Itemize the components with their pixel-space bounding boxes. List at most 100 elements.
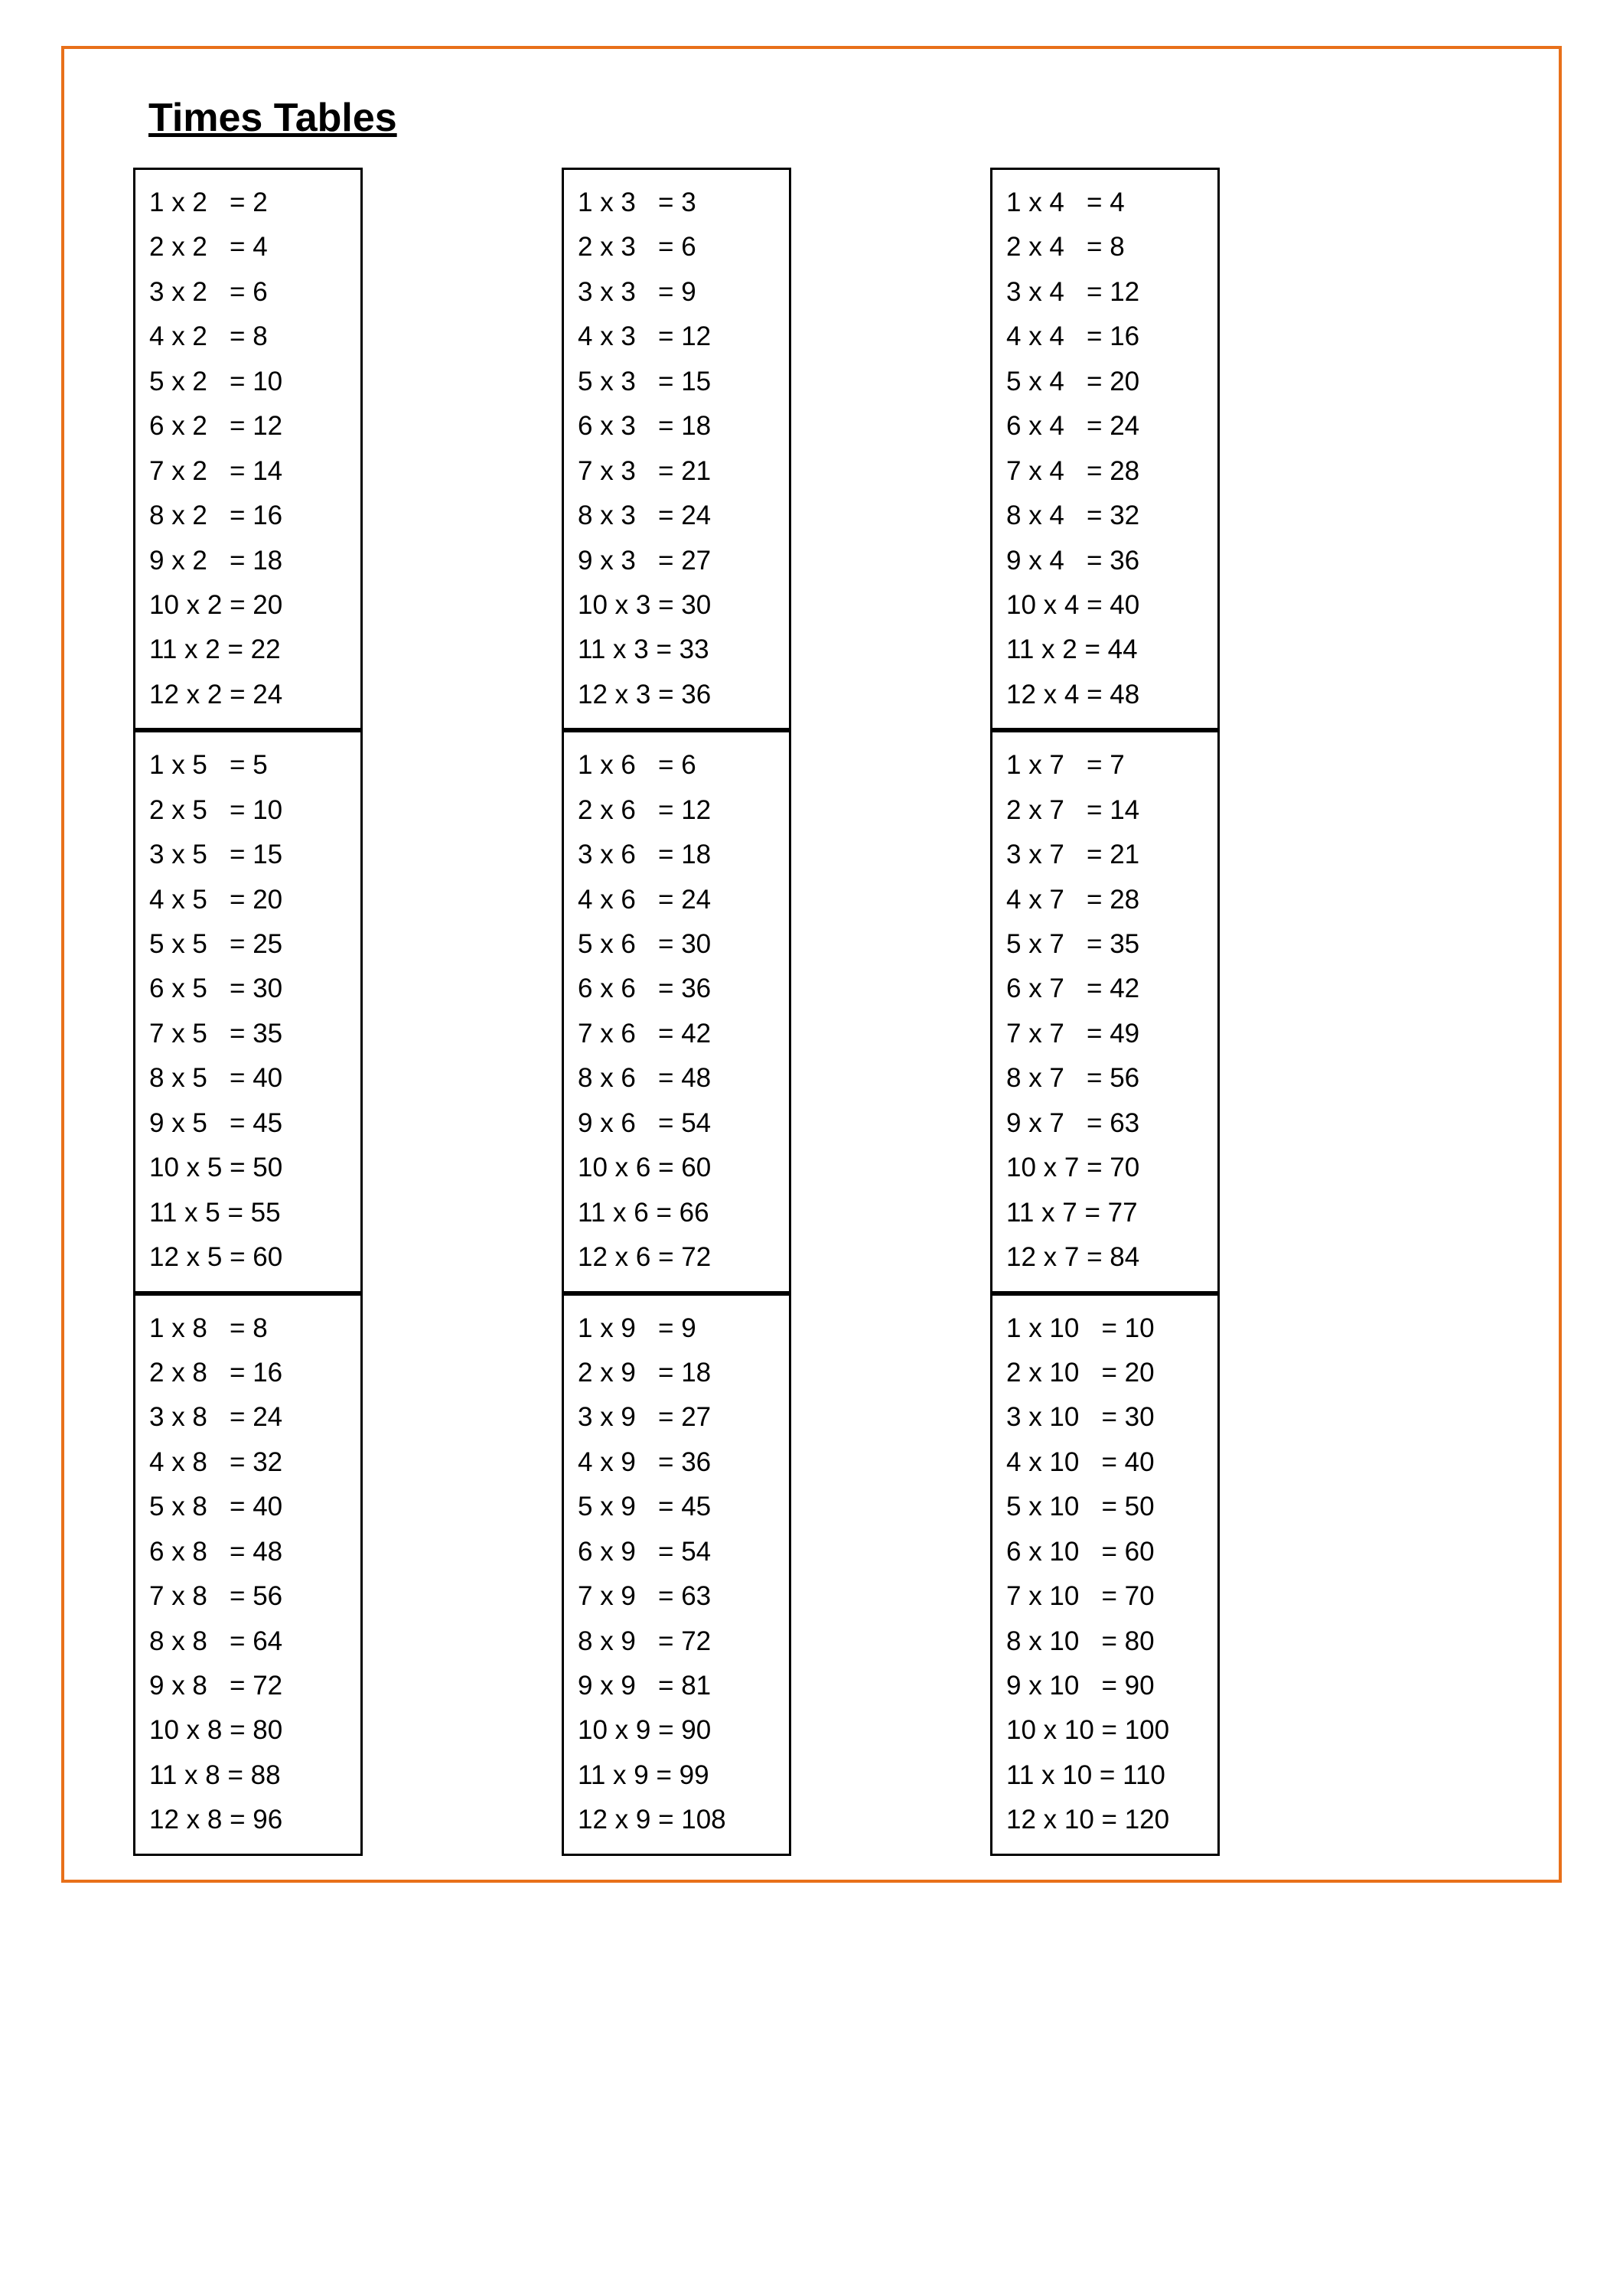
table-row: 5 x 2 = 10 [149, 360, 347, 404]
table-row: 11 x 8 = 88 [149, 1753, 347, 1798]
table-row: 5 x 8 = 40 [149, 1485, 347, 1529]
table-row: 2 x 7 = 14 [1006, 788, 1204, 833]
table-row: 9 x 3 = 27 [578, 539, 775, 583]
table-row: 4 x 10 = 40 [1006, 1440, 1204, 1485]
table-row: 6 x 5 = 30 [149, 967, 347, 1011]
table-row: 9 x 8 = 72 [149, 1664, 347, 1708]
table-row: 11 x 2 = 44 [1006, 628, 1204, 672]
table-box-10: 1 x 10 = 10 2 x 10 = 20 3 x 10 = 30 4 x … [990, 1293, 1220, 1856]
table-row: 8 x 9 = 72 [578, 1619, 775, 1664]
table-row: 1 x 2 = 2 [149, 181, 347, 225]
table-row: 2 x 10 = 20 [1006, 1351, 1204, 1395]
table-row: 7 x 5 = 35 [149, 1012, 347, 1056]
table-row: 6 x 6 = 36 [578, 967, 775, 1011]
table-row: 10 x 6 = 60 [578, 1146, 775, 1190]
table-row: 8 x 5 = 40 [149, 1056, 347, 1101]
table-row: 2 x 9 = 18 [578, 1351, 775, 1395]
table-row: 1 x 3 = 3 [578, 181, 775, 225]
table-row: 8 x 3 = 24 [578, 494, 775, 538]
table-row: 1 x 9 = 9 [578, 1306, 775, 1351]
table-row: 12 x 9 = 108 [578, 1798, 775, 1842]
tables-grid: 1 x 2 = 2 2 x 2 = 4 3 x 2 = 6 4 x 2 = 8 … [133, 168, 1490, 1856]
table-row: 6 x 3 = 18 [578, 404, 775, 448]
table-row: 10 x 7 = 70 [1006, 1146, 1204, 1190]
table-row: 1 x 5 = 5 [149, 743, 347, 788]
table-box-9: 1 x 9 = 9 2 x 9 = 18 3 x 9 = 27 4 x 9 = … [562, 1293, 791, 1856]
table-box-8: 1 x 8 = 8 2 x 8 = 16 3 x 8 = 24 4 x 8 = … [133, 1293, 363, 1856]
table-row: 12 x 4 = 48 [1006, 673, 1204, 717]
table-row: 4 x 9 = 36 [578, 1440, 775, 1485]
table-row: 2 x 3 = 6 [578, 225, 775, 269]
table-row: 5 x 5 = 25 [149, 922, 347, 967]
table-row: 7 x 3 = 21 [578, 449, 775, 494]
table-row: 11 x 10 = 110 [1006, 1753, 1204, 1798]
table-row: 3 x 10 = 30 [1006, 1395, 1204, 1440]
table-row: 9 x 4 = 36 [1006, 539, 1204, 583]
table-row: 12 x 7 = 84 [1006, 1235, 1204, 1280]
table-row: 5 x 3 = 15 [578, 360, 775, 404]
table-row: 9 x 7 = 63 [1006, 1101, 1204, 1146]
table-row: 6 x 7 = 42 [1006, 967, 1204, 1011]
table-row: 8 x 6 = 48 [578, 1056, 775, 1101]
table-row: 2 x 8 = 16 [149, 1351, 347, 1395]
table-row: 7 x 9 = 63 [578, 1574, 775, 1619]
table-row: 9 x 9 = 81 [578, 1664, 775, 1708]
table-row: 4 x 7 = 28 [1006, 878, 1204, 922]
page-frame: Times Tables 1 x 2 = 2 2 x 2 = 4 3 x 2 =… [61, 46, 1562, 1883]
table-row: 4 x 2 = 8 [149, 315, 347, 359]
table-row: 1 x 4 = 4 [1006, 181, 1204, 225]
table-row: 3 x 9 = 27 [578, 1395, 775, 1440]
table-row: 11 x 5 = 55 [149, 1191, 347, 1235]
table-row: 11 x 9 = 99 [578, 1753, 775, 1798]
table-row: 2 x 5 = 10 [149, 788, 347, 833]
table-row: 8 x 2 = 16 [149, 494, 347, 538]
table-row: 12 x 6 = 72 [578, 1235, 775, 1280]
table-row: 4 x 8 = 32 [149, 1440, 347, 1485]
table-row: 2 x 2 = 4 [149, 225, 347, 269]
table-row: 5 x 10 = 50 [1006, 1485, 1204, 1529]
table-row: 7 x 7 = 49 [1006, 1012, 1204, 1056]
table-row: 8 x 10 = 80 [1006, 1619, 1204, 1664]
table-row: 7 x 6 = 42 [578, 1012, 775, 1056]
table-row: 1 x 10 = 10 [1006, 1306, 1204, 1351]
table-row: 8 x 4 = 32 [1006, 494, 1204, 538]
table-row: 3 x 2 = 6 [149, 270, 347, 315]
table-row: 7 x 2 = 14 [149, 449, 347, 494]
table-row: 10 x 4 = 40 [1006, 583, 1204, 628]
table-row: 12 x 10 = 120 [1006, 1798, 1204, 1842]
table-row: 6 x 10 = 60 [1006, 1530, 1204, 1574]
table-row: 4 x 3 = 12 [578, 315, 775, 359]
page-title: Times Tables [148, 95, 1490, 141]
table-row: 11 x 2 = 22 [149, 628, 347, 672]
table-row: 11 x 3 = 33 [578, 628, 775, 672]
table-row: 3 x 5 = 15 [149, 833, 347, 877]
table-row: 10 x 10 = 100 [1006, 1708, 1204, 1753]
table-row: 8 x 7 = 56 [1006, 1056, 1204, 1101]
table-row: 7 x 4 = 28 [1006, 449, 1204, 494]
table-box-4: 1 x 4 = 4 2 x 4 = 8 3 x 4 = 12 4 x 4 = 1… [990, 168, 1220, 730]
table-row: 10 x 2 = 20 [149, 583, 347, 628]
table-row: 3 x 3 = 9 [578, 270, 775, 315]
table-row: 11 x 6 = 66 [578, 1191, 775, 1235]
table-row: 1 x 6 = 6 [578, 743, 775, 788]
table-row: 6 x 2 = 12 [149, 404, 347, 448]
table-row: 3 x 4 = 12 [1006, 270, 1204, 315]
table-row: 3 x 8 = 24 [149, 1395, 347, 1440]
table-row: 6 x 9 = 54 [578, 1530, 775, 1574]
table-box-2: 1 x 2 = 2 2 x 2 = 4 3 x 2 = 6 4 x 2 = 8 … [133, 168, 363, 730]
table-box-7: 1 x 7 = 7 2 x 7 = 14 3 x 7 = 21 4 x 7 = … [990, 730, 1220, 1293]
table-row: 9 x 2 = 18 [149, 539, 347, 583]
table-row: 4 x 4 = 16 [1006, 315, 1204, 359]
table-row: 10 x 9 = 90 [578, 1708, 775, 1753]
table-row: 5 x 4 = 20 [1006, 360, 1204, 404]
table-row: 5 x 9 = 45 [578, 1485, 775, 1529]
table-row: 10 x 8 = 80 [149, 1708, 347, 1753]
table-row: 2 x 4 = 8 [1006, 225, 1204, 269]
table-row: 2 x 6 = 12 [578, 788, 775, 833]
table-row: 7 x 10 = 70 [1006, 1574, 1204, 1619]
table-row: 6 x 4 = 24 [1006, 404, 1204, 448]
table-box-5: 1 x 5 = 5 2 x 5 = 10 3 x 5 = 15 4 x 5 = … [133, 730, 363, 1293]
table-row: 1 x 7 = 7 [1006, 743, 1204, 788]
table-row: 3 x 6 = 18 [578, 833, 775, 877]
table-row: 5 x 6 = 30 [578, 922, 775, 967]
